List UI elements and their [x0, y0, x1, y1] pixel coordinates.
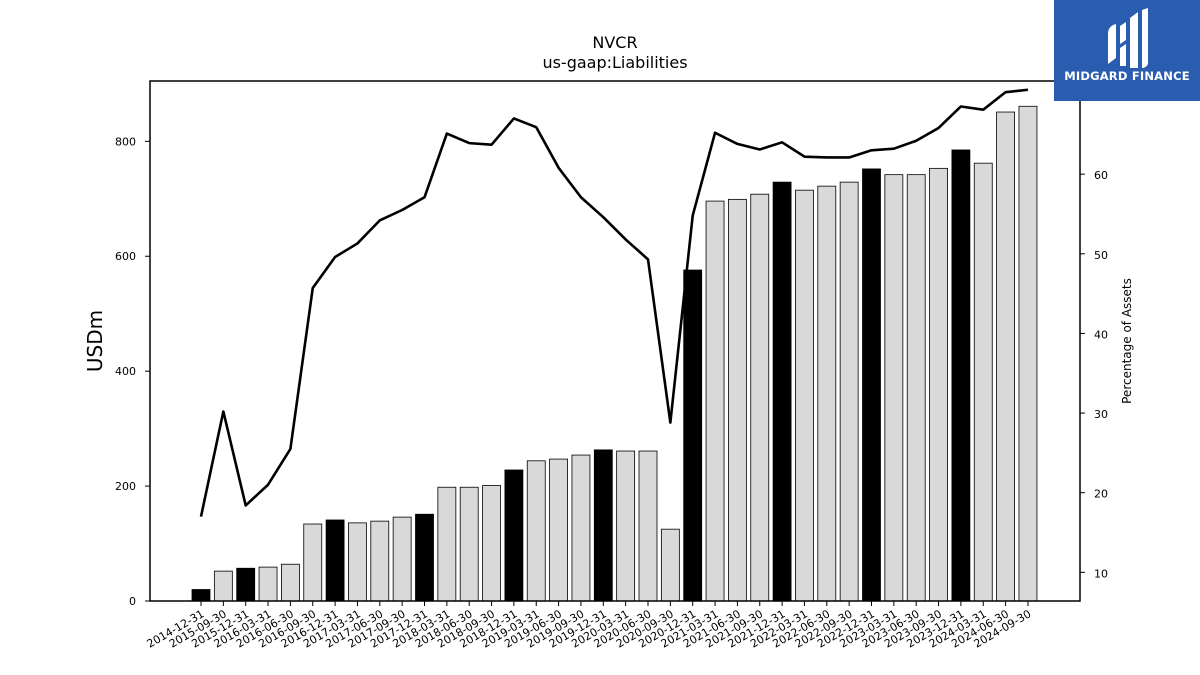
plot-frame [149, 80, 1081, 602]
bar-2019-03-31 [526, 460, 546, 602]
y2-tick-label: 30 [1094, 408, 1108, 421]
bar-2017-12-31 [415, 513, 434, 602]
bar-2022-09-30 [839, 181, 859, 602]
bar-2024-09-30 [1018, 105, 1038, 602]
bar-2023-03-31 [884, 174, 904, 602]
y2-tick-label: 10 [1094, 567, 1108, 580]
bar-2021-09-30 [750, 193, 770, 602]
bar-2017-03-31 [348, 522, 367, 602]
bar-2017-09-30 [392, 516, 412, 602]
bar-2022-06-30 [817, 185, 837, 602]
bar-2018-12-31 [504, 469, 524, 602]
bar-2022-03-31 [795, 189, 814, 602]
chart-title: NVCR [592, 33, 637, 52]
y-axis-label: USDm [83, 310, 107, 372]
y2-tick-label: 60 [1094, 169, 1108, 182]
bar-2020-06-30 [638, 450, 658, 602]
bar-2024-03-31 [973, 162, 993, 602]
bar-series [191, 105, 1038, 602]
chart-subtitle: us-gaap:Liabilities [542, 53, 687, 72]
right-axis-ticks: 10203040506070 [1080, 90, 1108, 580]
line-series [199, 88, 1029, 517]
y-tick-label: 200 [115, 480, 136, 493]
bar-2024-06-30 [996, 111, 1015, 602]
y2-tick-label: 50 [1094, 249, 1108, 262]
bar-2015-12-31 [236, 567, 256, 602]
left-axis-ticks: 0 200 400 600 800 [115, 135, 150, 608]
bar-2020-03-31 [616, 450, 636, 602]
bar-2016-12-31 [325, 519, 345, 602]
bar-2021-12-31 [772, 181, 792, 602]
bar-2023-12-31 [951, 149, 971, 602]
bar-2018-06-30 [459, 486, 479, 602]
x-axis-ticks: 2014-12-312015-09-302015-12-312016-03-31… [145, 601, 1033, 651]
brand-name: MIDGARD FINANCE [1064, 69, 1190, 83]
bar-2016-03-31 [258, 566, 278, 602]
bar-2016-09-30 [303, 523, 323, 602]
bar-2023-06-30 [906, 174, 926, 602]
percentage-of-assets-line [199, 88, 1029, 517]
bar-2021-03-31 [705, 200, 725, 602]
bar-2014-12-31 [191, 589, 211, 602]
bar-2017-06-30 [370, 520, 390, 602]
y-tick-label: 400 [115, 365, 136, 378]
bar-2020-12-31 [683, 269, 703, 602]
brand-logo: MIDGARD FINANCE [1054, 0, 1200, 101]
y-tick-label: 600 [115, 250, 136, 263]
bar-2022-12-31 [862, 168, 881, 602]
y2-tick-label: 20 [1094, 488, 1108, 501]
bar-2019-06-30 [549, 458, 568, 602]
y-tick-label: 800 [115, 135, 136, 148]
bar-2020-09-30 [660, 528, 680, 602]
midgard-logo-icon [1108, 8, 1148, 68]
bar-2018-03-31 [437, 486, 457, 602]
bar-2019-09-30 [571, 454, 591, 602]
bar-2016-06-30 [280, 563, 300, 602]
y-tick-label: 0 [129, 595, 136, 608]
bar-2019-12-31 [593, 449, 613, 602]
bar-2021-06-30 [728, 198, 747, 602]
y2-axis-label: Percentage of Assets [1120, 278, 1134, 404]
bar-2023-09-30 [929, 167, 948, 602]
bar-2015-09-30 [213, 570, 233, 602]
y2-tick-label: 40 [1094, 328, 1108, 341]
bar-2018-09-30 [482, 485, 501, 602]
